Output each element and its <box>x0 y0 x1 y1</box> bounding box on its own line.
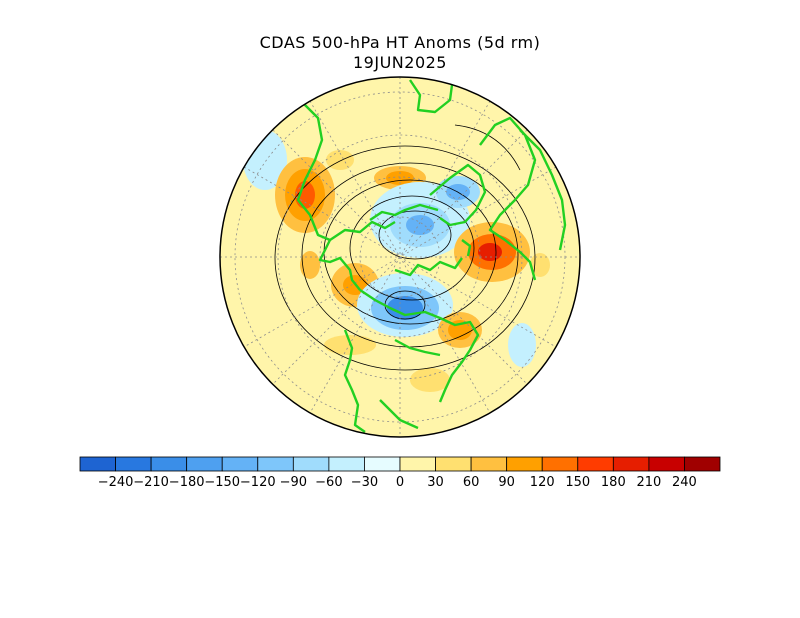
coast-asia <box>296 99 396 242</box>
colorbar-box <box>577 456 614 472</box>
colorbar-box <box>684 456 721 472</box>
coastlines <box>296 79 567 433</box>
colorbar-tick-label: −210 <box>133 475 169 490</box>
coast-greenland <box>429 163 487 227</box>
contour-7 <box>454 124 521 171</box>
coast-north-top <box>409 79 454 114</box>
colorbar-box <box>115 456 152 472</box>
colorbar-box <box>257 456 294 472</box>
colorbar-tick-label: −120 <box>240 475 276 490</box>
contour-5 <box>378 210 452 260</box>
colorbar-tick-label: −60 <box>315 475 342 490</box>
colorbar-box <box>648 456 685 472</box>
colorbar-box <box>328 456 365 472</box>
colorbar-box <box>399 456 436 472</box>
chart-title: CDAS 500-hPa HT Anoms (5d rm) <box>259 33 541 52</box>
colorbar-labels: −240 −210 −180 −150 −120 −90 −60 −30 0 30 60 90 120 1… <box>98 475 697 490</box>
anomaly-pos-s <box>410 368 450 392</box>
colorbar-box <box>186 456 223 472</box>
colorbar-boxes <box>79 456 721 472</box>
colorbar-box <box>150 456 188 472</box>
colorbar-tick-label: 0 <box>396 475 404 490</box>
coast-canada-arctic <box>394 257 463 277</box>
contour-4 <box>349 195 475 301</box>
colorbar-tick-label: 60 <box>463 475 480 490</box>
colorbar-box <box>541 456 579 472</box>
coast-arctic-islands <box>369 203 439 221</box>
colorbar-box <box>221 456 259 472</box>
contour-1 <box>274 145 536 371</box>
colorbar-tick-label: −90 <box>280 475 307 490</box>
colorbar-box <box>612 456 650 472</box>
colorbar-box <box>435 456 472 472</box>
colorbar-box <box>506 456 543 472</box>
colorbar-tick-label: −180 <box>169 475 205 490</box>
colorbar-tick-label: 210 <box>636 475 661 490</box>
colorbar-tick-label: 90 <box>498 475 515 490</box>
colorbar-tick-label: 240 <box>672 475 697 490</box>
colorbar-box <box>79 456 116 472</box>
colorbar-tick-label: 180 <box>601 475 626 490</box>
map-boundary <box>219 76 581 438</box>
coast-north-america <box>359 289 480 403</box>
meridian-8 <box>243 166 557 348</box>
colorbar-tick-label: −240 <box>98 475 134 490</box>
colorbar-box <box>364 456 401 472</box>
colorbar-tick-label: 150 <box>565 475 590 490</box>
colorbar-tick-label: 120 <box>530 475 555 490</box>
colorbar-tick-label: −150 <box>204 475 240 490</box>
anomaly-neg-se <box>508 323 536 367</box>
coast-iceland <box>461 239 472 257</box>
coast-europe <box>479 116 537 281</box>
coast-kamchatka <box>343 329 366 433</box>
coast-alaska <box>394 338 441 357</box>
chart-date: 19JUN2025 <box>353 53 447 72</box>
colorbar-tick-label: −30 <box>351 475 378 490</box>
colorbar-tick-label: 30 <box>427 475 444 490</box>
anomaly-pos-w <box>300 251 320 279</box>
colorbar-box <box>292 456 330 472</box>
coast-africa <box>519 129 567 251</box>
colorbar-box <box>470 456 508 472</box>
coast-central-america <box>379 399 419 430</box>
coast-asia-east <box>318 239 361 291</box>
graticule <box>220 77 580 437</box>
